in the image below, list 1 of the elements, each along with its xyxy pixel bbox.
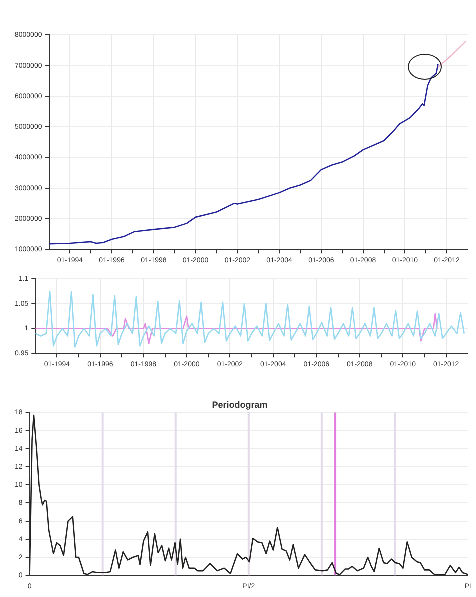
chart-title: Periodogram <box>212 400 268 410</box>
